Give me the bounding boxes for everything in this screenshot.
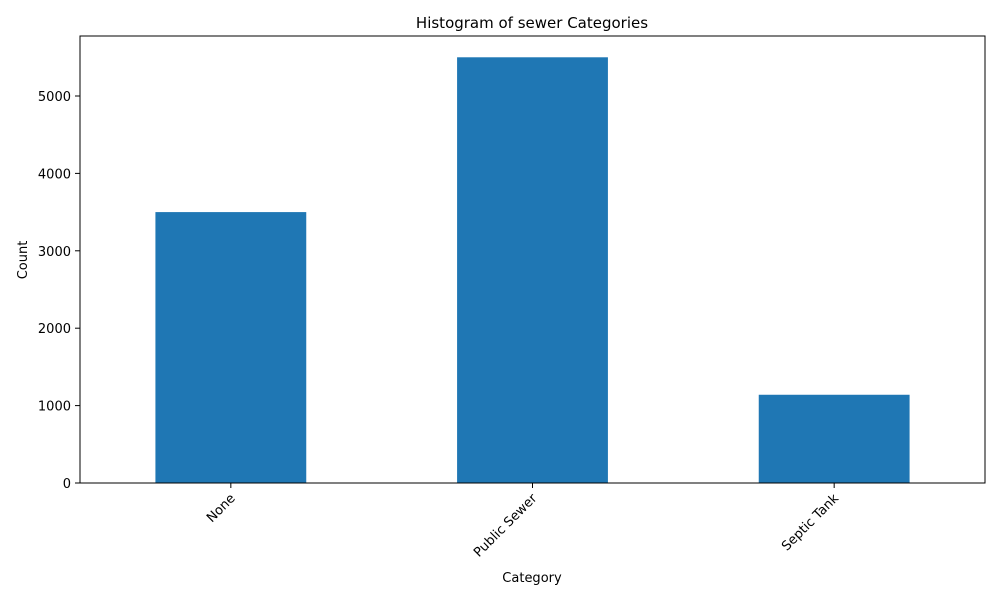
chart-title: Histogram of sewer Categories (416, 14, 648, 32)
y-tick-label: 5000 (38, 90, 71, 105)
x-tick-label: Septic Tank (779, 491, 842, 554)
y-tick-label: 2000 (38, 322, 71, 337)
y-tick-label: 1000 (38, 400, 71, 415)
y-tick-label: 0 (63, 477, 71, 492)
plot-area (155, 57, 910, 484)
bar-public-sewer (457, 57, 608, 484)
y-axis: 0 1000 2000 3000 4000 5000 (38, 90, 80, 492)
x-tick-label: None (204, 491, 239, 526)
bar-none (155, 212, 307, 483)
x-tick-label: Public Sewer (471, 491, 541, 561)
y-axis-label: Count (16, 241, 31, 280)
x-axis-label: Category (502, 571, 562, 586)
bar-septic-tank (758, 394, 910, 483)
y-tick-label: 4000 (38, 167, 71, 182)
y-tick-label: 3000 (38, 245, 71, 260)
x-axis: None Public Sewer Septic Tank (204, 483, 842, 560)
